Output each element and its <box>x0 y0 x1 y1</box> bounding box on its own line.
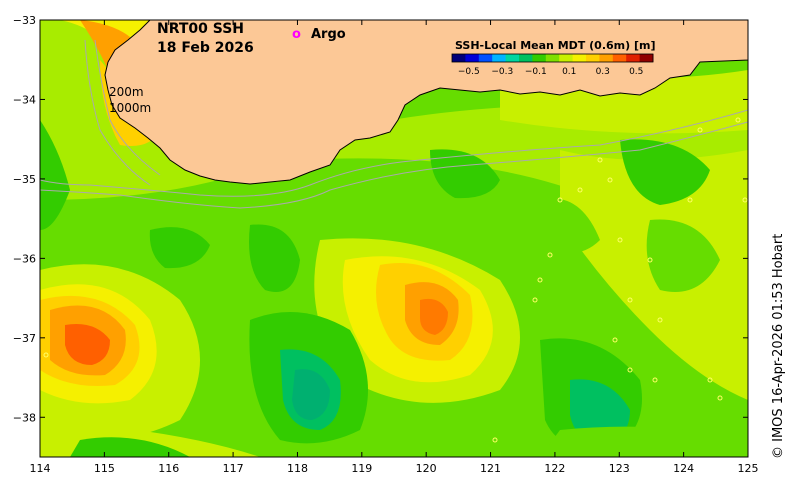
lat-tick-label: −35 <box>13 173 36 186</box>
latitude-axis: −33 −34 −35 −36 −37 −38 <box>13 14 748 424</box>
lat-tick-label: −37 <box>13 332 36 345</box>
colorbar-swatch <box>492 54 507 62</box>
colorbar-swatches <box>452 54 654 62</box>
argo-floats <box>43 117 748 443</box>
colorbar-swatch <box>626 54 641 62</box>
lon-tick-label: 118 <box>287 462 308 475</box>
colorbar-tick-label: −0.5 <box>458 67 480 77</box>
colorbar-ticks: −0.5 −0.3 −0.1 0.1 0.3 0.5 <box>458 67 644 77</box>
lon-tick-label: 124 <box>673 462 694 475</box>
colorbar-tick-label: 0.5 <box>629 67 643 77</box>
colorbar-title: SSH-Local Mean MDT (0.6m) [m] <box>455 39 655 52</box>
colorbar-swatch <box>532 54 547 62</box>
lon-tick-label: 123 <box>609 462 630 475</box>
colorbar-swatch <box>639 54 654 62</box>
lon-tick-label: 125 <box>738 462 759 475</box>
contour-1000m-line <box>40 121 748 209</box>
contour-label-200m: 200m <box>109 85 144 99</box>
plot-frame <box>39 19 749 458</box>
colorbar-swatch <box>559 54 574 62</box>
lon-tick-label: 119 <box>351 462 372 475</box>
lon-tick-label: 116 <box>158 462 179 475</box>
contour-200m-line <box>40 109 748 197</box>
colorbar-tick-label: 0.3 <box>596 67 610 77</box>
colorbar-swatch <box>612 54 627 62</box>
colorbar-tick-label: −0.1 <box>525 67 547 77</box>
colorbar-swatch <box>478 54 493 62</box>
colorbar-swatch <box>465 54 480 62</box>
lon-tick-label: 117 <box>223 462 244 475</box>
colorbar-swatch <box>586 54 600 62</box>
colorbar-tick-label: −0.3 <box>491 67 513 77</box>
colorbar-swatch <box>572 54 587 62</box>
colorbar-swatch <box>599 54 614 62</box>
longitude-axis: 114 115 116 117 118 119 120 121 122 123 124 125 <box>30 20 759 475</box>
colorbar-legend: SSH-Local Mean MDT (0.6m) [m] −0.5 −0.3 −0… <box>451 39 655 77</box>
ssh-field <box>40 20 748 457</box>
colorbar-swatch <box>505 54 520 62</box>
contour-label-1000m: 1000m <box>109 101 151 115</box>
lat-tick-label: −34 <box>13 93 36 106</box>
argo-label: Argo <box>311 27 346 42</box>
lon-tick-label: 120 <box>416 462 437 475</box>
imos-credit: © IMOS 16-Apr-2026 01:53 Hobart <box>771 234 786 459</box>
lon-tick-label: 114 <box>30 462 51 475</box>
lon-tick-label: 121 <box>480 462 501 475</box>
colorbar-swatch <box>452 54 466 62</box>
map-title: NRT00 SSH <box>157 21 244 37</box>
lat-tick-label: −33 <box>13 14 36 27</box>
lat-tick-label: −36 <box>13 252 36 265</box>
argo-marker-icon: o <box>292 27 301 42</box>
lon-tick-label: 115 <box>94 462 115 475</box>
lon-tick-label: 122 <box>544 462 565 475</box>
lat-tick-label: −38 <box>13 411 36 424</box>
colorbar-tick-label: 0.1 <box>562 67 576 77</box>
colorbar-swatch <box>519 54 533 62</box>
colorbar-swatch <box>545 54 560 62</box>
map-date: 18 Feb 2026 <box>157 40 254 56</box>
